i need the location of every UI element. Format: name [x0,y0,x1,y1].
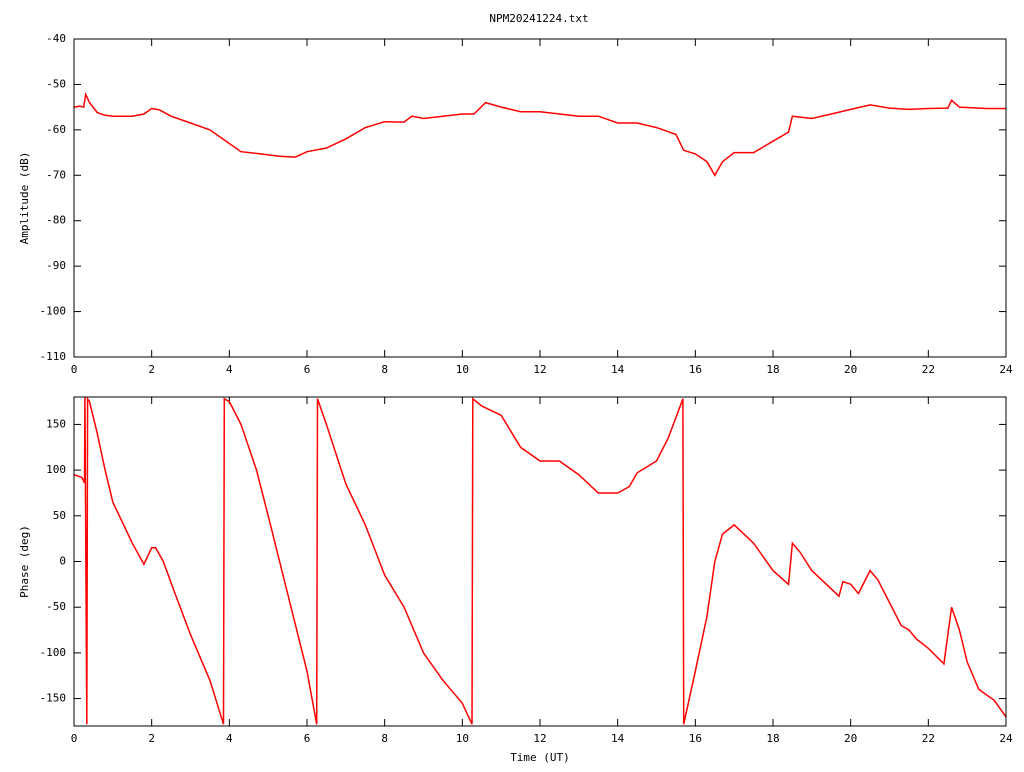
x-tick-label: 8 [381,363,388,376]
x-tick-label: 0 [71,732,78,745]
x-tick-label: 10 [456,363,469,376]
y-tick-label: 50 [53,509,66,522]
x-tick-label: 24 [999,732,1013,745]
y-axis-label: Amplitude (dB) [18,152,31,245]
x-tick-label: 10 [456,732,469,745]
x-tick-label: 18 [766,363,779,376]
x-tick-label: 4 [226,732,233,745]
y-tick-label: -100 [40,646,67,659]
x-tick-label: 4 [226,363,233,376]
x-tick-label: 18 [766,732,779,745]
x-tick-label: 14 [611,732,625,745]
y-tick-label: 0 [59,555,66,568]
chart-title: NPM20241224.txt [489,12,588,25]
y-tick-label: -80 [46,214,66,227]
y-tick-label: -90 [46,259,66,272]
x-tick-label: 2 [148,363,155,376]
x-tick-label: 20 [844,732,857,745]
y-tick-label: -110 [40,350,67,363]
x-tick-label: 16 [689,363,702,376]
x-tick-label: 22 [922,363,935,376]
x-tick-label: 6 [304,732,311,745]
y-tick-label: 100 [46,463,66,476]
x-tick-label: 20 [844,363,857,376]
x-tick-label: 2 [148,732,155,745]
x-tick-label: 6 [304,363,311,376]
x-tick-label: 16 [689,732,702,745]
y-tick-label: -100 [40,305,67,318]
x-tick-label: 8 [381,732,388,745]
x-tick-label: 14 [611,363,625,376]
y-tick-label: -50 [46,77,66,90]
data-line [74,91,1006,177]
y-tick-label: -150 [40,692,67,705]
y-axis-label: Phase (deg) [18,525,31,598]
x-tick-label: 12 [533,732,546,745]
plot-frame [73,396,1007,727]
y-tick-label: -50 [46,600,66,613]
plot-frame [73,38,1007,358]
x-tick-label: 12 [533,363,546,376]
x-tick-label: 24 [999,363,1013,376]
data-line [74,397,1006,725]
y-tick-label: -40 [46,32,66,45]
x-tick-label: 0 [71,363,78,376]
y-tick-label: -60 [46,123,66,136]
x-axis-label: Time (UT) [510,751,570,764]
y-tick-label: 150 [46,417,66,430]
y-tick-label: -70 [46,168,66,181]
x-tick-label: 22 [922,732,935,745]
